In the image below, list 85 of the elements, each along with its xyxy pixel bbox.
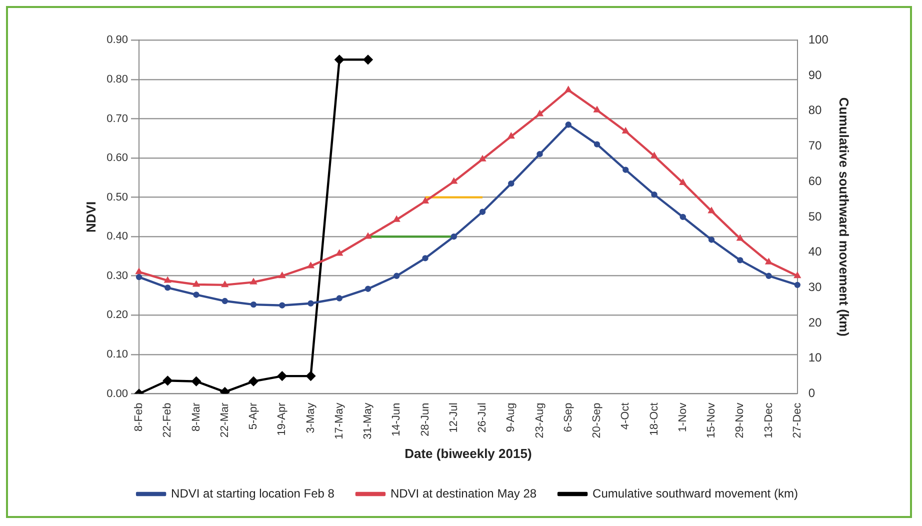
x-tick-label: 15-Nov: [706, 402, 718, 438]
point: [766, 272, 772, 279]
y-tick-label: 0.50: [106, 191, 128, 204]
point: [622, 166, 629, 173]
y2-tick-label: 20: [808, 315, 822, 330]
point: [222, 298, 228, 304]
x-tick-label: 1-Nov: [676, 402, 689, 432]
y2-tick-label: 100: [808, 32, 829, 47]
point: [536, 151, 543, 158]
x-tick-label: 27-Dec: [791, 402, 804, 438]
y-tick-label: 0.70: [106, 112, 128, 125]
point: [479, 208, 486, 215]
y2-tick-label: 90: [808, 68, 822, 82]
point: [164, 284, 171, 291]
point: [422, 198, 428, 204]
x-axis-title: Date (biweekly 2015): [404, 446, 532, 461]
y-tick-label: 0.10: [106, 348, 128, 360]
point: [708, 236, 715, 243]
y2-tick-label: 0: [808, 386, 816, 400]
point: [136, 274, 142, 280]
x-tick-label: 20-Sep: [591, 402, 604, 438]
y2-tick-label: 50: [808, 209, 822, 224]
point: [334, 55, 344, 64]
y-tick-label: 0.00: [106, 388, 128, 400]
x-tick-label: 5-Apr: [248, 402, 260, 430]
y2-tick-label: 40: [808, 244, 822, 259]
y-tick-label: 0.40: [106, 230, 128, 243]
x-tick-label: 6-Sep: [562, 402, 574, 432]
x-tick-label: 13-Dec: [762, 402, 775, 438]
x-tick-label: 17-May: [333, 402, 346, 440]
x-tick-label: 26-Jul: [476, 402, 489, 433]
point: [248, 376, 258, 386]
x-tick-label: 29-Nov: [734, 402, 746, 438]
point: [565, 122, 572, 128]
point: [278, 371, 287, 381]
point: [680, 214, 686, 220]
point: [308, 300, 314, 306]
y2-tick-label: 70: [808, 138, 822, 153]
point: [363, 55, 373, 64]
x-tick-label: 31-May: [362, 402, 374, 440]
x-tick-label: 22-Mar: [218, 402, 231, 438]
legend-label: NDVI at starting location Feb 8: [171, 486, 335, 500]
y2-tick-label: 80: [808, 103, 822, 118]
point: [508, 180, 514, 187]
legend-label: NDVI at destination May 28: [390, 486, 537, 500]
y2-axis-title: Cumulative southward movement (km): [836, 97, 852, 337]
point: [192, 376, 201, 386]
y2-tick-label: 30: [808, 280, 822, 294]
y-tick-label: 0.30: [106, 270, 128, 282]
point: [651, 191, 658, 198]
x-tick-label: 8-Mar: [190, 402, 202, 432]
point: [794, 282, 800, 288]
x-tick-label: 18-Oct: [648, 402, 660, 436]
x-tick-label: 14-Jun: [390, 402, 403, 436]
x-tick-label: 12-Jul: [448, 402, 460, 433]
point: [737, 257, 744, 264]
point: [594, 141, 600, 148]
point: [336, 295, 342, 302]
x-tick-label: 23-Aug: [534, 402, 546, 438]
x-tick-label: 9-Aug: [505, 402, 518, 432]
legend-label: Cumulative southward movement (km): [592, 486, 798, 500]
point: [422, 255, 428, 262]
y-tick-label: 0.90: [106, 34, 128, 46]
x-tick-label: 22-Feb: [162, 402, 174, 438]
point: [163, 376, 172, 386]
y-tick-label: 0.80: [106, 74, 128, 86]
point: [279, 302, 286, 308]
x-tick-label: 3-May: [304, 402, 317, 434]
point: [450, 234, 457, 240]
x-tick-label: 19-Apr: [276, 402, 288, 436]
y-tick-label: 0.60: [106, 152, 128, 164]
y2-tick-label: 10: [808, 350, 822, 365]
point: [306, 371, 316, 381]
y-axis-title: NDVI: [83, 201, 98, 232]
x-tick-label: 8-Feb: [133, 402, 146, 432]
point: [250, 301, 257, 308]
point: [394, 272, 400, 279]
y-tick-label: 0.20: [106, 309, 128, 322]
point: [220, 387, 230, 394]
x-tick-label: 28-Jun: [419, 402, 432, 436]
y2-tick-label: 60: [808, 174, 822, 188]
point: [193, 292, 200, 298]
point: [364, 286, 372, 292]
x-tick-label: 4-Oct: [620, 402, 632, 430]
point: [480, 156, 486, 162]
